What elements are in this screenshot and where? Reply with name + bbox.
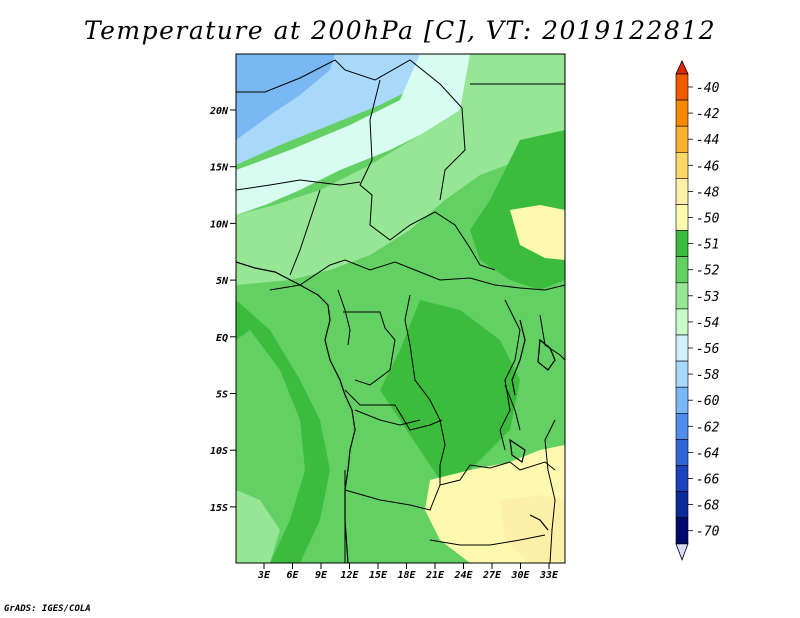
lon-tick-label: 21E (425, 570, 445, 581)
legend-swatch (675, 465, 689, 492)
legend-label: -64 (696, 446, 719, 461)
legend-label: -58 (696, 368, 720, 383)
legend-label: -42 (696, 107, 720, 122)
lon-tick-label: 18E (397, 570, 416, 581)
legend-arrow-bottom (675, 543, 689, 561)
legend-swatch (675, 73, 689, 101)
legend-swatch (675, 152, 689, 179)
legend-label: -66 (696, 473, 720, 488)
legend-label: -40 (696, 81, 720, 96)
legend-label: -46 (696, 159, 720, 174)
lon-tick-label: 24E (453, 570, 473, 581)
legend-label: -68 (696, 499, 720, 514)
lat-tick-label: 20N (209, 106, 229, 117)
legend-swatch (675, 439, 689, 466)
latitude-axis: 20N 15N 10N 5N EQ 5S 10S 15S (209, 106, 236, 514)
legend-label: -54 (696, 316, 719, 331)
legend-label: -44 (696, 133, 719, 148)
legend-swatch (675, 308, 689, 336)
lon-tick-label: 15E (369, 570, 388, 581)
legend-label: -56 (696, 342, 720, 357)
legend-swatch (675, 125, 689, 153)
legend-swatch (675, 360, 689, 388)
legend-label: -52 (696, 264, 720, 279)
legend-label: -70 (696, 525, 720, 540)
legend-label: -50 (696, 212, 720, 227)
lat-tick-label: EQ (216, 333, 228, 344)
lon-tick-label: 9E (315, 570, 328, 581)
legend-label: -53 (696, 290, 719, 305)
lon-tick-label: 3E (257, 570, 271, 581)
legend-arrow-top (675, 60, 689, 75)
legend-swatch (675, 230, 689, 258)
map-frame (235, 53, 566, 564)
temperature-field (236, 54, 565, 563)
color-legend: -40 -42 -44 -46 -48 -50 -51 -52 -53 -54 -56 -58 -60 -… (675, 60, 720, 561)
legend-swatch (675, 99, 689, 127)
map-title: Temperature at 200hPa [C], VT: 201912281… (83, 16, 717, 45)
lat-tick-label: 5S (216, 390, 228, 401)
legend-label: -62 (696, 420, 720, 435)
legend-swatch (675, 517, 689, 545)
lat-tick-label: 10S (210, 446, 228, 457)
legend-swatch (675, 282, 689, 310)
legend-label: -60 (696, 394, 720, 409)
legend-swatch (675, 491, 689, 519)
lon-tick-label: 6E (286, 570, 299, 581)
lon-tick-label: 12E (340, 570, 359, 581)
legend-swatch (675, 204, 689, 231)
lat-tick-label: 10N (210, 219, 229, 230)
legend-label: -51 (696, 238, 719, 253)
lon-tick-label: 27E (482, 570, 502, 581)
legend-swatch (675, 386, 689, 414)
lon-tick-label: 30E (510, 570, 530, 581)
legend-swatch (675, 334, 689, 362)
legend-swatch (675, 412, 689, 440)
lat-tick-label: 5N (216, 276, 229, 287)
coastline (236, 261, 556, 563)
legend-label: -48 (696, 185, 720, 200)
lat-tick-label: 15S (210, 503, 228, 514)
lat-tick-label: 15N (210, 163, 229, 174)
legend-swatch (675, 178, 689, 205)
credit-text: GrADS: IGES/COLA (4, 604, 91, 614)
lon-tick-label: 33E (539, 570, 559, 581)
legend-swatch (675, 256, 689, 284)
country-borders (236, 59, 565, 563)
longitude-axis: 3E 6E 9E 12E 15E 18E 21E 24E 27E 30E 33E (257, 563, 559, 581)
